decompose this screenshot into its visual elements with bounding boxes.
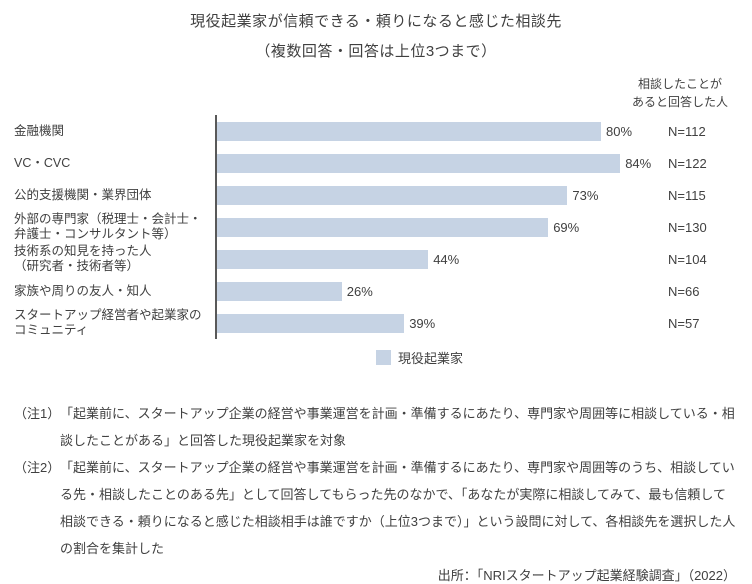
note-1-label: （注1） — [14, 406, 61, 421]
bar — [217, 313, 405, 333]
bar-cell: 39% — [215, 307, 668, 339]
category-label: 家族や周りの友人・知人 — [14, 283, 152, 298]
bar-row: スタートアップ経営者や起業家の コミュニティ 39% N=57 — [14, 307, 738, 339]
note-2-label: （注2） — [14, 460, 61, 475]
note-1: （注1） 「起業前に、スタートアップ企業の経営や事業運営を計画・準備するにあたり… — [14, 400, 738, 454]
bar — [217, 153, 621, 173]
category-label: 技術系の知見を持った人 （研究者・技術者等） — [14, 244, 152, 273]
category-label: スタートアップ経営者や起業家の コミュニティ — [14, 308, 202, 337]
legend-swatch — [376, 350, 391, 365]
category-label: 公的支援機関・業界団体 — [14, 187, 152, 202]
value-label: 69% — [553, 219, 580, 235]
note-1-text: 「起業前に、スタートアップ企業の経営や事業運営を計画・準備するにあたり、専門家や… — [60, 406, 735, 448]
bar-cell: 44% — [215, 243, 668, 275]
bar-cell: 26% — [215, 275, 668, 307]
legend-label: 現役起業家 — [398, 351, 464, 366]
bar — [217, 121, 601, 141]
bar — [217, 281, 342, 301]
value-label: 39% — [409, 315, 436, 331]
n-label: N=57 — [668, 315, 700, 331]
value-label: 26% — [346, 283, 373, 299]
n-column-header: 相談したことが あると回答した人 — [631, 77, 728, 109]
value-label: 44% — [433, 251, 460, 267]
value-label: 80% — [606, 123, 633, 139]
category-label: VC・CVC — [14, 155, 71, 170]
n-column-header-row: 相談したことが あると回答した人 — [0, 75, 744, 111]
n-label: N=66 — [668, 283, 700, 299]
bar — [217, 217, 549, 237]
category-label: 金融機関 — [14, 123, 65, 138]
note-2: （注2） 「起業前に、スタートアップ企業の経営や事業運営を計画・準備するにあたり… — [14, 454, 738, 562]
value-label: 84% — [625, 155, 652, 171]
chart-title: 現役起業家が信頼できる・頼りになると感じた相談先 — [190, 13, 562, 30]
n-label: N=122 — [668, 155, 707, 171]
bar-cell: 69% — [215, 211, 668, 243]
bar-row: 外部の専門家（税理士・会計士・ 弁護士・コンサルタント等） 69% N=130 — [14, 211, 738, 243]
chart-subtitle: （複数回答・回答は上位3つまで） — [255, 43, 497, 60]
bar-row: 公的支援機関・業界団体 73% N=115 — [14, 179, 738, 211]
n-label: N=112 — [668, 123, 706, 139]
bar — [217, 185, 568, 205]
category-label: 外部の専門家（税理士・会計士・ 弁護士・コンサルタント等） — [14, 212, 202, 241]
source-citation: 出所：「NRIスタートアップ起業経験調査」（2022） — [437, 568, 736, 583]
value-label: 73% — [572, 187, 599, 203]
bar-row: 金融機関 80% N=112 — [14, 115, 738, 147]
bar-row: VC・CVC 84% N=122 — [14, 147, 738, 179]
note-2-text: 「起業前に、スタートアップ企業の経営や事業運営を計画・準備するにあたり、専門家や… — [60, 460, 736, 556]
bar-chart: 金融機関 80% N=112 VC・CVC 84% N=122 公的支援機関・業… — [14, 115, 738, 339]
bar-row: 技術系の知見を持った人 （研究者・技術者等） 44% N=104 — [14, 243, 738, 275]
bar — [217, 249, 429, 269]
n-label: N=115 — [668, 187, 706, 203]
bar-cell: 84% — [215, 147, 668, 179]
notes: （注1） 「起業前に、スタートアップ企業の経営や事業運営を計画・準備するにあたり… — [14, 400, 738, 562]
legend: 現役起業家 — [376, 348, 752, 367]
n-label: N=104 — [668, 251, 707, 267]
bar-row: 家族や周りの友人・知人 26% N=66 — [14, 275, 738, 307]
n-label: N=130 — [668, 219, 707, 235]
bar-cell: 73% — [215, 179, 668, 211]
bar-cell: 80% — [215, 115, 668, 147]
